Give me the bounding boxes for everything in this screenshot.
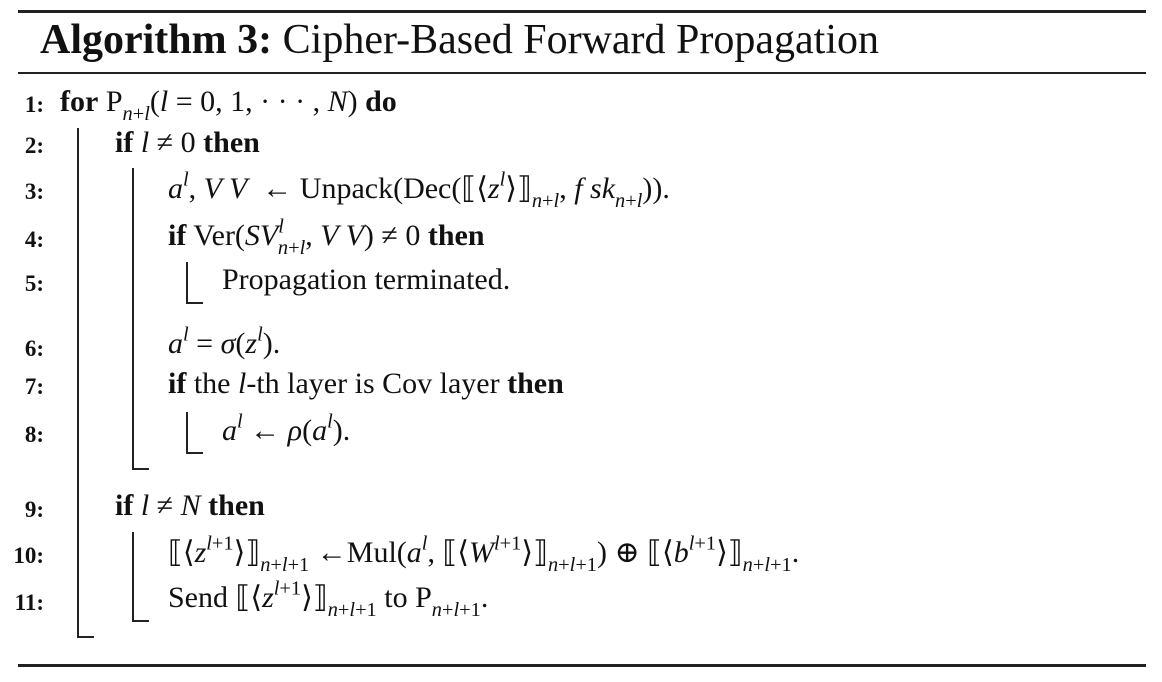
line-11: Send ⟦⟨zl+1⟩⟧n+l+1 to Pn+l+1. [168, 577, 489, 622]
line-10: ⟦⟨zl+1⟩⟧n+l+1 ←Mul(al, ⟦⟨Wl+1⟩⟧n+l+1) ⊕ … [168, 532, 800, 577]
cov-block-bar [186, 412, 188, 454]
bottom-rule [18, 664, 1146, 667]
line-number: 7: [24, 374, 44, 399]
line-number: 1: [24, 92, 44, 117]
line-number: 3: [24, 179, 44, 204]
line-4: if Ver(SVln+l, V V) ≠ 0 then [168, 215, 485, 260]
lastlayer-block-bar [132, 532, 134, 622]
algorithm-label: Algorithm 3: [40, 17, 273, 63]
if-block-end [132, 468, 149, 470]
algorithm-name: Cipher-Based Forward Propagation [282, 17, 880, 63]
line-1: for Pn+l(l = 0, 1, · · · , N) do [60, 85, 397, 126]
line-number: 10: [13, 543, 44, 568]
line-number: 2: [24, 133, 44, 158]
line-number: 11: [14, 590, 44, 615]
line-6: al = σ(zl). [168, 323, 281, 360]
line-5: Propagation terminated. [222, 263, 511, 296]
line-8: al ← ρ(al). [222, 410, 351, 447]
ver-block-bar [186, 262, 188, 304]
top-rule [18, 10, 1146, 13]
lastlayer-block-end [132, 620, 149, 622]
line-number: 6: [24, 336, 44, 361]
cov-block-end [186, 452, 203, 454]
line-number: 4: [24, 227, 44, 252]
line-number: 8: [24, 422, 44, 447]
line-number: 5: [24, 271, 44, 296]
line-3: al, V V ← Unpack(Dec(⟦⟨zl⟩⟧n+l, f skn+l)… [168, 168, 670, 213]
ver-block-end [186, 302, 203, 304]
line-2: if l ≠ 0 then [115, 126, 260, 159]
for-block-bar [77, 128, 79, 638]
if-block-bar [132, 168, 134, 470]
algorithm-title: Algorithm 3: Cipher-Based Forward Propag… [40, 14, 879, 66]
for-block-end [77, 636, 94, 638]
line-number: 9: [24, 497, 44, 522]
title-rule [18, 72, 1146, 74]
line-7: if the l-th layer is Cov layer then [168, 367, 564, 400]
line-9: if l ≠ N then [115, 489, 265, 522]
